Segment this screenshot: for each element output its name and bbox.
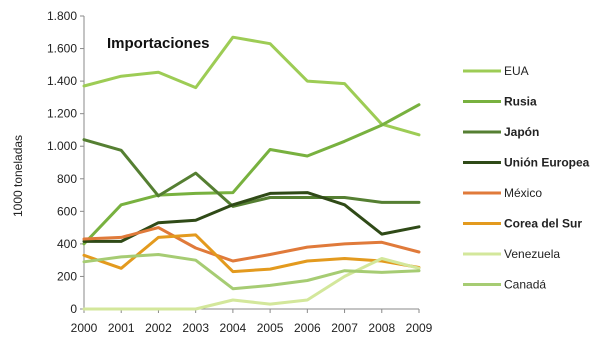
legend-item-canada: Canadá [463, 278, 546, 292]
series-line-rusia [82, 103, 421, 246]
y-tick-label: 800 [57, 172, 77, 186]
legend-label: Japón [504, 125, 539, 139]
series-line-corea-del-sur [82, 233, 421, 274]
y-tick-label: 1.400 [47, 74, 77, 88]
y-tick-label: 1.000 [47, 139, 77, 153]
legend-label: Canadá [504, 278, 546, 292]
axes-layer: 0 200 400 600 800 1.000 1.200 1.400 1.600 1.800 20… [47, 9, 433, 335]
y-axis-title: 1000 toneladas [11, 135, 25, 217]
legend-item-eua: EUA [463, 64, 529, 78]
legend-label: Unión Europea [504, 156, 590, 170]
series-line-venezuela [82, 257, 421, 311]
series-line-japon [82, 138, 421, 208]
legend-label: México [504, 186, 542, 200]
legend-item-union-europea: Unión Europea [463, 156, 590, 170]
chart-title: Importaciones [107, 35, 210, 52]
y-tick-label: 1.200 [47, 107, 77, 121]
x-tick-label: 2004 [220, 321, 247, 335]
x-tick-label: 2005 [257, 321, 284, 335]
legend-label: Rusia [504, 95, 537, 109]
y-tick-label: 1.600 [47, 42, 77, 56]
x-tick-label: 2003 [182, 321, 209, 335]
y-tick-label: 1.800 [47, 9, 77, 23]
lines-layer [82, 35, 421, 311]
x-tick-label: 2002 [145, 321, 172, 335]
x-tick-label: 2001 [108, 321, 135, 335]
legend-item-venezuela: Venezuela [463, 247, 560, 261]
x-tick-label: 2009 [406, 321, 433, 335]
legend-item-japon: Japón [463, 125, 539, 139]
y-tick-label: 600 [57, 204, 77, 218]
x-tick-label: 2008 [368, 321, 395, 335]
y-tick-label: 200 [57, 269, 77, 283]
series-line-canada [82, 253, 421, 291]
legend-label: EUA [504, 64, 529, 78]
series-line-eua [82, 35, 421, 137]
y-tick-label: 400 [57, 237, 77, 251]
legend-label: Venezuela [504, 247, 560, 261]
legend: EUA Rusia Japón Unión Europea México Corea de… [463, 64, 590, 292]
legend-item-rusia: Rusia [463, 95, 537, 109]
legend-item-mexico: México [463, 186, 542, 200]
x-tick-label: 2006 [294, 321, 321, 335]
y-tick-label: 0 [70, 302, 77, 316]
legend-item-corea-del-sur: Corea del Sur [463, 217, 582, 231]
series-line-mexico [82, 226, 421, 263]
x-tick-label: 2000 [71, 321, 98, 335]
x-tick-label: 2007 [331, 321, 358, 335]
legend-label: Corea del Sur [504, 217, 582, 231]
